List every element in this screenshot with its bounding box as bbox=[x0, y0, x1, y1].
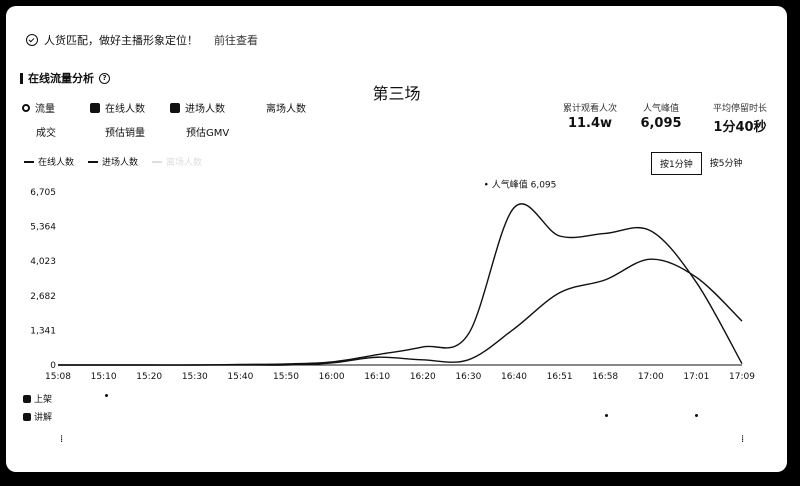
metric-enter-label: 进场人数 bbox=[185, 104, 225, 115]
x-tick-label: 16:51 bbox=[547, 372, 573, 382]
legend-line-icon bbox=[88, 160, 99, 163]
explain-dot[interactable] bbox=[695, 414, 698, 417]
y-tick-label: 5,364 bbox=[30, 223, 56, 233]
tip-bar: 人货匹配，做好主播形象定位！ 前往查看 bbox=[26, 32, 258, 48]
y-tick-label: 2,682 bbox=[30, 292, 56, 302]
range-handle-left[interactable]: ⁞ bbox=[60, 434, 64, 445]
metric-traffic-label: 流量 bbox=[35, 104, 55, 115]
x-tick-label: 15:20 bbox=[136, 372, 162, 382]
metric-leave[interactable]: 离场人数 bbox=[266, 100, 306, 115]
x-tick-label: 15:50 bbox=[273, 372, 299, 382]
legend-label: 进场人数 bbox=[102, 158, 139, 168]
checkbox-icon bbox=[170, 102, 180, 113]
x-tick-label: 17:01 bbox=[683, 372, 709, 382]
y-tick-label: 1,341 bbox=[30, 326, 56, 336]
metric-enter[interactable]: 进场人数 bbox=[170, 100, 225, 115]
legend-label: 离场人数 bbox=[166, 158, 203, 168]
stat-label: 平均停留时长 bbox=[712, 104, 767, 114]
checkbox-icon bbox=[90, 102, 100, 113]
x-tick-label: 16:20 bbox=[410, 372, 436, 382]
marker-row-listing: 上架 bbox=[23, 392, 52, 405]
traffic-card: 人货匹配，做好主播形象定位！ 前往查看 在线流量分析 ? 第三场 流量 在线人数… bbox=[6, 6, 787, 472]
peak-annotation: • 人气峰值 6,095 bbox=[484, 179, 557, 191]
legend-item-enter[interactable]: 进场人数 bbox=[88, 155, 138, 168]
section-title: 在线流量分析 ? bbox=[20, 70, 110, 86]
x-tick-label: 16:40 bbox=[501, 372, 527, 382]
x-tick-label: 15:30 bbox=[182, 372, 208, 382]
metric-online-label: 在线人数 bbox=[105, 104, 145, 115]
metric-deal[interactable]: 成交 bbox=[36, 128, 56, 139]
stat-label: 人气峰值 bbox=[642, 104, 679, 114]
x-tick-label: 16:30 bbox=[455, 372, 481, 382]
explain-dot[interactable] bbox=[605, 414, 608, 417]
legend-item-online[interactable]: 在线人数 bbox=[24, 155, 74, 168]
x-tick-label: 16:00 bbox=[319, 372, 345, 382]
range-handle-right[interactable]: ⁞ bbox=[741, 434, 745, 445]
stat-total-views: 累计观看人次 11.4w bbox=[554, 101, 626, 131]
help-icon[interactable]: ? bbox=[99, 72, 110, 84]
x-tick-label: 15:08 bbox=[45, 372, 71, 382]
interval-1min-button[interactable]: 按1分钟 bbox=[651, 152, 702, 175]
metric-online[interactable]: 在线人数 bbox=[90, 100, 145, 115]
metric-leave-label: 离场人数 bbox=[266, 104, 306, 115]
line-chart: 0 1,341 2,682 4,023 5,364 6,705 15:08 15:10 15:2… bbox=[30, 179, 755, 382]
tip-text: 人货匹配，做好主播形象定位！ bbox=[44, 34, 198, 47]
section-title-text: 在线流量分析 bbox=[28, 72, 94, 85]
marker-label: 讲解 bbox=[34, 413, 53, 423]
y-tick-label: 0 bbox=[50, 361, 56, 371]
metric-est-gmv[interactable]: 预估GMV bbox=[186, 128, 230, 139]
y-tick-label: 4,023 bbox=[30, 257, 56, 267]
legend-line-icon bbox=[152, 160, 163, 163]
marker-label: 上架 bbox=[34, 395, 53, 405]
stat-value: 6,095 bbox=[640, 116, 682, 131]
stat-value: 1分40秒 bbox=[713, 120, 767, 135]
check-circle-icon bbox=[26, 34, 38, 46]
session-title: 第三场 bbox=[372, 84, 421, 103]
x-tick-label: 15:10 bbox=[91, 372, 117, 382]
metric-traffic[interactable]: 流量 bbox=[22, 100, 55, 115]
stat-label: 累计观看人次 bbox=[562, 104, 617, 114]
listing-dot[interactable] bbox=[105, 394, 108, 397]
metric-est-sales[interactable]: 预估销量 bbox=[105, 128, 145, 139]
title-bar-icon bbox=[20, 72, 23, 84]
x-tick-label: 15:40 bbox=[227, 372, 253, 382]
x-tick-label: 16:58 bbox=[592, 372, 618, 382]
listing-icon bbox=[23, 394, 31, 403]
radio-icon bbox=[22, 103, 30, 112]
series-line-online[interactable] bbox=[58, 203, 743, 366]
y-tick-label: 6,705 bbox=[30, 188, 56, 198]
tip-link[interactable]: 前往查看 bbox=[214, 34, 258, 47]
series-line-enter[interactable] bbox=[58, 258, 743, 366]
x-tick-label: 17:00 bbox=[638, 372, 664, 382]
x-tick-label: 17:09 bbox=[729, 372, 755, 382]
interval-5min-button[interactable]: 按5分钟 bbox=[709, 159, 743, 169]
marker-row-explain: 讲解 bbox=[23, 410, 52, 423]
x-tick-label: 16:10 bbox=[364, 372, 390, 382]
stat-peak: 人气峰值 6,095 bbox=[626, 101, 696, 131]
interval-toggle: 按1分钟 按5分钟 bbox=[651, 152, 750, 175]
legend-item-leave[interactable]: 离场人数 bbox=[152, 155, 202, 168]
legend-label: 在线人数 bbox=[38, 158, 75, 168]
legend-line-icon bbox=[24, 160, 34, 163]
stat-avg-stay: 平均停留时长 1分40秒 bbox=[700, 101, 780, 135]
stat-value: 11.4w bbox=[567, 116, 613, 131]
chart-legend: 在线人数 进场人数 离场人数 bbox=[24, 155, 202, 168]
explain-icon bbox=[23, 412, 31, 421]
